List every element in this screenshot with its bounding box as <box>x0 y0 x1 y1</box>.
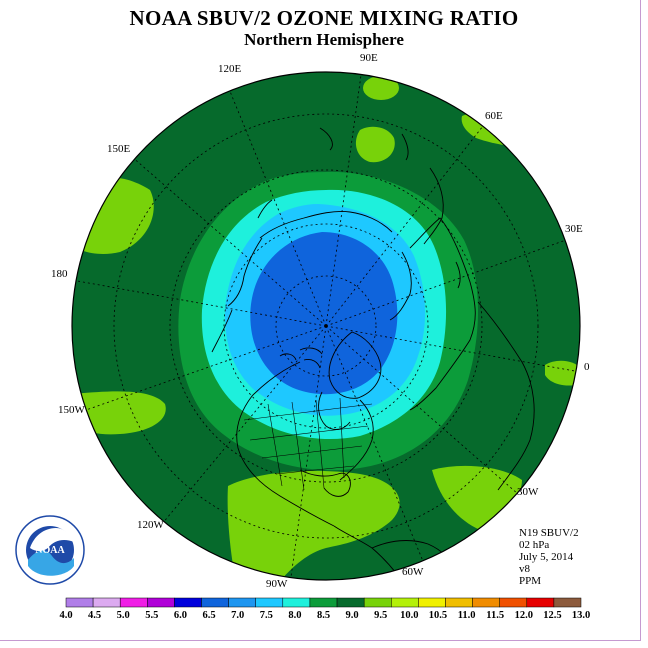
lon-label-180: 180 <box>51 268 68 280</box>
lon-label-120w: 120W <box>137 519 164 531</box>
hudson-bay <box>318 391 351 430</box>
colorbar-swatch-17 <box>526 597 555 608</box>
colorbar-label-2: 5.0 <box>117 610 130 621</box>
colorbar: 4.0 4.5 5.0 5.5 6.0 6.5 7.0 7.5 8.0 8.5 9.0 9.5 10.0… <box>59 597 590 621</box>
colorbar-swatch-1 <box>92 597 121 608</box>
gulf-of-mexico <box>299 469 351 497</box>
colorbar-label-1: 4.5 <box>88 610 101 621</box>
colorbar-swatch-5 <box>201 597 229 608</box>
info-version: v8 <box>519 563 530 575</box>
india-coast <box>423 167 444 245</box>
asia-coast <box>259 211 393 239</box>
lon-label-0: 0 <box>584 361 590 373</box>
map-subtitle: Northern Hemisphere <box>244 30 404 49</box>
colorbar-label-3: 5.5 <box>145 610 158 621</box>
colorbar-swatch-9 <box>309 597 338 608</box>
colorbar-swatch-18 <box>553 597 582 608</box>
europe-coast <box>409 217 476 411</box>
colorbar-label-14: 11.0 <box>458 610 476 621</box>
colorbar-swatch-4 <box>174 597 202 608</box>
colorbar-swatch-14 <box>445 597 473 608</box>
colorbar-swatch-0 <box>65 597 94 608</box>
north-america-coast <box>236 361 335 527</box>
lon-label-30e: 30E <box>565 223 583 235</box>
colorbar-swatch-3 <box>147 597 175 608</box>
colorbar-swatch-8 <box>282 597 311 608</box>
north-pole-marker <box>324 324 328 328</box>
info-block: N19 SBUV/2 02 hPa July 5, 2014 v8 PPM <box>519 527 579 587</box>
lon-label-90e: 90E <box>360 52 378 64</box>
east-asia-coast <box>227 237 263 307</box>
map-title: NOAA SBUV/2 OZONE MIXING RATIO <box>129 6 519 30</box>
colorbar-label-9: 8.5 <box>317 610 330 621</box>
colorbar-swatch-2 <box>119 597 148 608</box>
colorbar-label-8: 8.0 <box>288 610 301 621</box>
map-globe-outline <box>71 71 581 581</box>
colorbar-swatch-12 <box>391 597 419 608</box>
image-frame <box>0 0 641 641</box>
meridian-lines <box>72 72 580 580</box>
info-units: PPM <box>519 575 542 587</box>
colorbar-swatch-7 <box>255 597 284 608</box>
colorbar-label-12: 10.0 <box>400 610 418 621</box>
lon-label-120e: 120E <box>218 63 242 75</box>
scandinavia-coast <box>389 251 412 321</box>
colorbar-label-7: 7.5 <box>260 610 273 621</box>
lon-label-60e: 60E <box>485 110 503 122</box>
lon-label-150w: 150W <box>58 404 85 416</box>
africa-coast <box>477 301 535 491</box>
us-east-coast <box>339 399 374 481</box>
colorbar-label-6: 7.0 <box>231 610 244 621</box>
info-date: July 5, 2014 <box>519 551 574 563</box>
greenland-coast <box>328 331 382 399</box>
coastlines <box>211 127 535 580</box>
colorbar-label-16: 12.0 <box>515 610 533 621</box>
colorbar-label-15: 11.5 <box>486 610 504 621</box>
noaa-logo: NOAA <box>15 515 85 585</box>
colorbar-swatch-13 <box>418 597 446 608</box>
colorbar-label-10: 9.0 <box>346 610 359 621</box>
colorbar-label-18: 13.0 <box>572 610 590 621</box>
caspian-sea <box>455 261 461 289</box>
colorbar-label-5: 6.5 <box>203 610 216 621</box>
lon-label-150e: 150E <box>107 143 131 155</box>
lon-label-90w: 90W <box>266 578 288 590</box>
colorbar-swatch-11 <box>363 597 392 608</box>
noaa-logo-text: NOAA <box>35 545 65 556</box>
info-satellite: N19 SBUV/2 <box>519 527 579 539</box>
colorbar-swatch-16 <box>499 597 528 608</box>
latitude-circles <box>113 113 539 539</box>
tibet-lakes <box>319 127 409 161</box>
info-pressure: 02 hPa <box>519 539 550 551</box>
colorbar-swatch-6 <box>228 597 256 608</box>
colorbar-label-11: 9.5 <box>374 610 387 621</box>
colorbar-label-17: 12.5 <box>543 610 561 621</box>
colorbar-label-4: 6.0 <box>174 610 187 621</box>
lon-label-30w: 30W <box>517 486 539 498</box>
lon-label-60w: 60W <box>402 566 424 578</box>
alaska-coast <box>211 309 233 353</box>
japan-coast <box>257 199 273 219</box>
colorbar-swatch-15 <box>472 597 500 608</box>
colorbar-label-0: 4.0 <box>59 610 72 621</box>
arctic-islands <box>279 347 323 369</box>
colorbar-swatch-10 <box>336 597 365 608</box>
political-boundaries <box>243 397 373 491</box>
colorbar-label-13: 10.5 <box>429 610 447 621</box>
